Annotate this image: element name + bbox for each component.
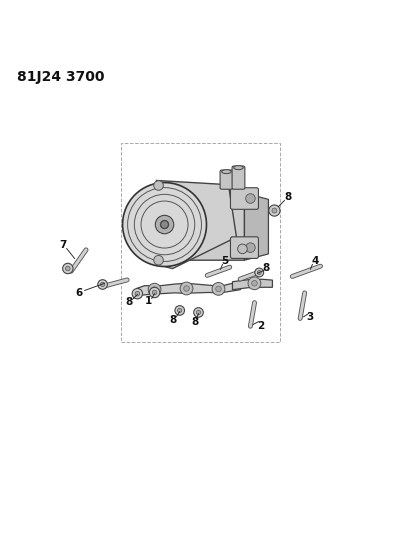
- Circle shape: [63, 263, 73, 273]
- Polygon shape: [233, 279, 272, 289]
- Circle shape: [252, 280, 257, 286]
- Circle shape: [160, 220, 169, 229]
- FancyBboxPatch shape: [231, 188, 258, 209]
- Circle shape: [272, 208, 277, 213]
- FancyBboxPatch shape: [220, 170, 233, 189]
- Circle shape: [152, 290, 157, 295]
- Ellipse shape: [222, 169, 231, 174]
- Text: 81J24 3700: 81J24 3700: [17, 70, 104, 84]
- Bar: [121, 143, 280, 342]
- Circle shape: [180, 282, 193, 295]
- Circle shape: [255, 268, 263, 277]
- FancyBboxPatch shape: [231, 237, 258, 259]
- Text: 8: 8: [125, 297, 132, 308]
- Circle shape: [178, 308, 182, 313]
- Circle shape: [246, 193, 255, 203]
- Ellipse shape: [234, 166, 243, 169]
- Circle shape: [184, 286, 189, 291]
- Circle shape: [100, 282, 105, 287]
- Text: 4: 4: [312, 256, 319, 266]
- Circle shape: [238, 244, 247, 254]
- Circle shape: [212, 282, 225, 295]
- FancyBboxPatch shape: [232, 166, 245, 189]
- Circle shape: [148, 283, 161, 296]
- Circle shape: [154, 255, 163, 265]
- Text: 2: 2: [257, 321, 264, 330]
- Polygon shape: [148, 181, 237, 269]
- Circle shape: [269, 205, 280, 216]
- Circle shape: [248, 277, 261, 289]
- Text: 8: 8: [192, 317, 199, 327]
- Text: 8: 8: [263, 263, 270, 273]
- Text: 8: 8: [170, 315, 177, 325]
- Circle shape: [246, 243, 255, 253]
- Circle shape: [196, 310, 200, 314]
- Circle shape: [123, 183, 207, 266]
- Circle shape: [175, 305, 184, 315]
- Text: 7: 7: [59, 240, 66, 251]
- Circle shape: [149, 287, 160, 297]
- Polygon shape: [245, 193, 268, 260]
- Circle shape: [155, 215, 174, 234]
- Circle shape: [161, 221, 168, 228]
- Text: 1: 1: [145, 296, 152, 306]
- Circle shape: [194, 308, 203, 317]
- Text: 5: 5: [222, 256, 229, 266]
- Text: 3: 3: [307, 312, 314, 322]
- Circle shape: [132, 288, 143, 299]
- Text: 6: 6: [75, 288, 82, 298]
- Circle shape: [154, 181, 163, 190]
- Polygon shape: [137, 281, 241, 295]
- Text: 8: 8: [284, 192, 291, 203]
- Circle shape: [152, 287, 157, 293]
- Polygon shape: [164, 189, 245, 260]
- Circle shape: [65, 266, 70, 271]
- Circle shape: [216, 286, 221, 292]
- Circle shape: [98, 280, 107, 289]
- Circle shape: [135, 292, 140, 296]
- Circle shape: [257, 271, 261, 274]
